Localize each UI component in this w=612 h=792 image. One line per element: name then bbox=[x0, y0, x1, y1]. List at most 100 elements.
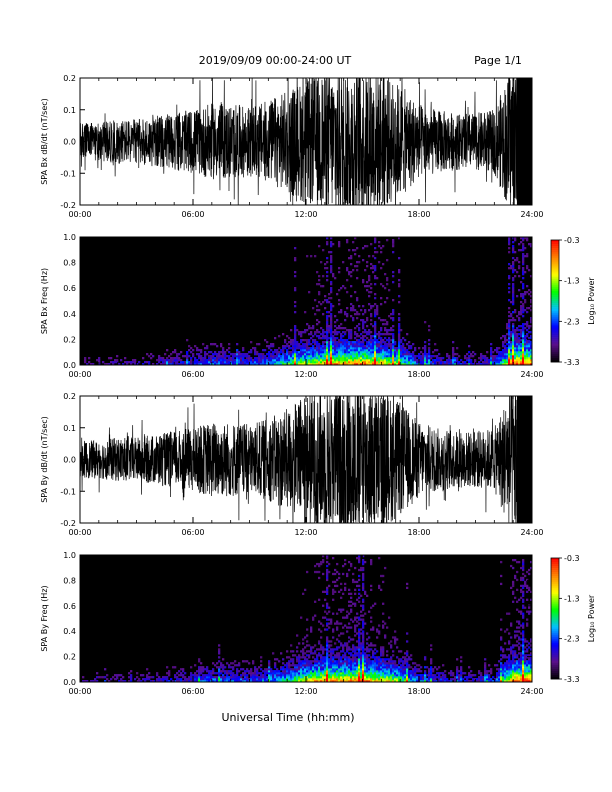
spectrogram-cell bbox=[338, 299, 341, 302]
spectrogram-cell bbox=[210, 680, 213, 683]
spectrogram-cell bbox=[268, 660, 271, 663]
spectrogram-cell bbox=[350, 664, 353, 667]
spectrogram-cell bbox=[386, 668, 389, 671]
spectrogram-cell bbox=[380, 247, 383, 250]
spectrogram-cell bbox=[380, 327, 383, 330]
y-tick-label: 0.2 bbox=[63, 335, 76, 344]
spectrogram-cell bbox=[340, 361, 343, 364]
spectrogram-cell bbox=[520, 363, 523, 366]
spectrogram-cell bbox=[452, 363, 455, 366]
spectrogram-cell bbox=[370, 351, 373, 354]
spectrogram-cell bbox=[334, 349, 337, 352]
spectrogram-cell bbox=[438, 363, 441, 366]
spectrogram-cell bbox=[508, 656, 511, 659]
spectrogram-cell bbox=[304, 636, 307, 639]
spectrogram-cell bbox=[398, 337, 401, 340]
spectrogram-cell bbox=[314, 652, 317, 655]
spectrogram-cell bbox=[368, 670, 371, 673]
spectrogram-cell bbox=[448, 355, 451, 358]
spectrogram-cell bbox=[308, 353, 311, 356]
spectrogram-cell bbox=[302, 662, 305, 665]
spectrogram-cell bbox=[354, 664, 357, 667]
spectrogram-cell bbox=[354, 237, 357, 240]
spectrogram-cell bbox=[380, 343, 383, 346]
spectrogram-cell bbox=[282, 355, 285, 358]
spectrogram-cell bbox=[314, 299, 317, 302]
spectrogram-cell bbox=[362, 584, 365, 588]
spectrogram-cell bbox=[380, 670, 383, 673]
spectrogram-cell bbox=[372, 343, 375, 346]
spectrogram-cell bbox=[332, 660, 335, 663]
spectrogram-cell bbox=[376, 630, 379, 633]
spectrogram-cell bbox=[350, 355, 353, 358]
spectrogram-cell bbox=[366, 594, 369, 597]
spectrogram-cell bbox=[508, 357, 511, 360]
spectrogram-cell bbox=[522, 624, 525, 627]
spectrogram-cell bbox=[370, 319, 373, 322]
spectrogram-cell bbox=[512, 652, 515, 655]
spectrogram-cell bbox=[364, 349, 367, 352]
spectrogram-cell bbox=[354, 650, 357, 653]
spectrogram-cell bbox=[406, 660, 409, 663]
spectrogram-cell bbox=[530, 295, 533, 298]
spectrogram-cell bbox=[374, 680, 377, 683]
spectrogram-cell bbox=[252, 660, 255, 663]
spectrogram-cell bbox=[518, 347, 521, 350]
spectrogram-cell bbox=[340, 668, 343, 671]
spectrogram-cell bbox=[380, 648, 383, 651]
spectrogram-cell bbox=[400, 363, 403, 366]
spectrogram-cell bbox=[446, 359, 449, 362]
spectrogram-cell bbox=[400, 361, 403, 364]
spectrogram-cell bbox=[364, 654, 367, 657]
spectrogram-cell bbox=[252, 361, 255, 364]
spectrogram-cell bbox=[526, 666, 529, 669]
spectrogram-cell bbox=[360, 604, 363, 607]
spectrogram-cell bbox=[158, 357, 161, 360]
spectrogram-cell bbox=[510, 349, 513, 352]
spectrogram-cell bbox=[414, 359, 417, 362]
spectrogram-cell bbox=[524, 271, 527, 274]
spectrogram-cell bbox=[510, 652, 513, 655]
spectrogram-cell bbox=[374, 321, 377, 324]
spectrogram-cell bbox=[226, 678, 229, 681]
spectrogram-cell bbox=[274, 361, 277, 364]
spectrogram-cell bbox=[522, 642, 525, 645]
spectrogram-cell bbox=[390, 680, 393, 683]
spectrogram-cell bbox=[504, 674, 507, 677]
spectrogram-cell bbox=[382, 652, 385, 655]
spectrogram-cell bbox=[522, 341, 525, 344]
spectrogram-cell bbox=[386, 349, 389, 352]
spectrogram-cell bbox=[350, 604, 353, 607]
spectrogram-cell bbox=[390, 317, 393, 320]
spectrogram-cell bbox=[358, 664, 361, 667]
spectrogram-cell bbox=[170, 357, 173, 360]
spectrogram-cell bbox=[514, 558, 517, 562]
spectrogram-cell bbox=[278, 660, 281, 663]
spectrogram-cell bbox=[498, 361, 501, 364]
spectrogram-cell bbox=[366, 680, 369, 683]
spectrogram-cell bbox=[404, 672, 407, 675]
spectrogram-cell bbox=[350, 658, 353, 661]
spectrogram-cell bbox=[304, 678, 307, 681]
spectrogram-cell bbox=[482, 676, 485, 679]
spectrogram-cell bbox=[524, 660, 527, 663]
spectrogram-cell bbox=[284, 355, 287, 358]
spectrogram-cell bbox=[372, 351, 375, 354]
spectrogram-cell bbox=[350, 309, 353, 312]
spectrogram-cell bbox=[410, 674, 413, 677]
spectrogram-cell bbox=[526, 363, 529, 366]
spectrogram-cell bbox=[300, 678, 303, 681]
spectrogram-cell bbox=[358, 361, 361, 364]
spectrogram-cell bbox=[382, 626, 385, 629]
spectrogram-cell bbox=[422, 359, 425, 362]
spectrogram-cell bbox=[190, 363, 193, 366]
spectrogram-cell bbox=[374, 277, 377, 280]
spectrogram-cell bbox=[306, 664, 309, 667]
spectrogram-cell bbox=[520, 610, 523, 613]
spectrogram-cell bbox=[526, 624, 529, 627]
spectrogram-cell bbox=[156, 678, 159, 681]
y-tick-label: 0.1 bbox=[63, 106, 76, 115]
spectrogram-cell bbox=[498, 363, 501, 366]
spectrogram-cell bbox=[328, 610, 331, 613]
spectrogram-cell bbox=[128, 676, 131, 679]
